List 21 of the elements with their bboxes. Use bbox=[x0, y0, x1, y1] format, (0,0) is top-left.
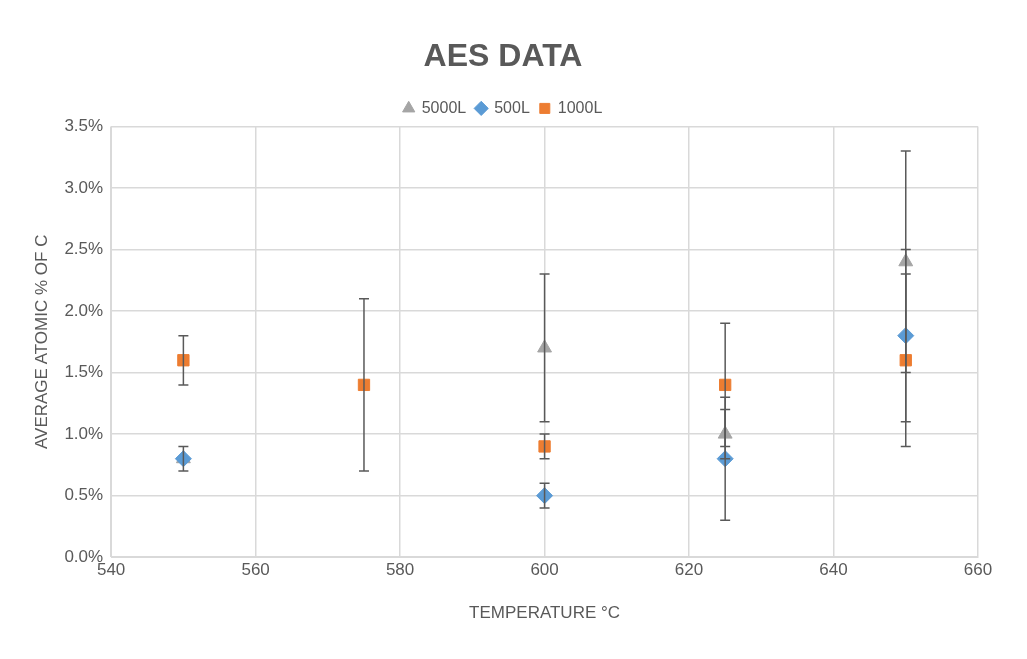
y-tick-label: 0.5% bbox=[64, 485, 104, 505]
legend-label: 5000L bbox=[421, 98, 467, 116]
x-tick-label: 640 bbox=[819, 560, 848, 580]
legend-label: 1000L bbox=[557, 98, 603, 116]
y-tick-label: 2.5% bbox=[64, 239, 104, 259]
point bbox=[538, 440, 551, 453]
x-tick-label: 560 bbox=[241, 560, 270, 580]
x-tick-label: 660 bbox=[963, 560, 993, 580]
y-axis-title: AVERAGE ATOMIC % OF C bbox=[31, 234, 51, 450]
y-tick-label: 3.5% bbox=[64, 116, 104, 136]
y-tick-label: 1.5% bbox=[64, 362, 104, 382]
x-tick-label: 620 bbox=[674, 560, 704, 580]
chart-title: AES DATA bbox=[423, 37, 583, 74]
x-tick-label: 580 bbox=[385, 560, 415, 580]
point bbox=[177, 354, 190, 367]
y-tick-label: 2.0% bbox=[64, 300, 104, 320]
x-axis-title: TEMPERATURE °C bbox=[469, 603, 621, 623]
x-tick-label: 600 bbox=[530, 560, 559, 580]
y-tick-label: 3.0% bbox=[64, 177, 104, 197]
legend-label: 500L bbox=[494, 98, 530, 116]
y-tick-label: 1.0% bbox=[64, 423, 104, 443]
